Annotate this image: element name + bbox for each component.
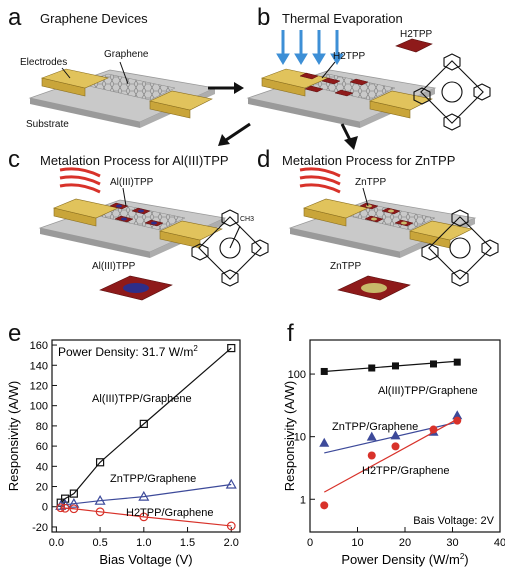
- annotation-bias-voltage: Bais Voltage: 2V: [413, 515, 494, 527]
- x-tick-label: 30: [446, 537, 458, 549]
- data-point: [368, 364, 375, 371]
- series-label: H2TPP/Graphene: [362, 465, 449, 477]
- data-point: [368, 452, 376, 460]
- x-axis-label: Power Density (W/m2): [341, 552, 468, 567]
- data-point: [453, 417, 461, 425]
- plot-frame: [310, 340, 500, 532]
- y-tick-label: 100: [288, 369, 306, 381]
- x-tick-label: 20: [399, 537, 411, 549]
- y-tick-label: 1: [300, 494, 306, 506]
- fit-line: [324, 361, 457, 371]
- y-axis-label: Responsivity (A/W): [282, 381, 297, 492]
- data-point: [430, 426, 438, 434]
- data-point: [320, 501, 328, 509]
- data-point: [430, 360, 437, 367]
- data-point: [392, 442, 400, 450]
- series-label: Al(III)TPP/Graphene: [378, 385, 478, 397]
- x-tick-label: 10: [351, 537, 363, 549]
- data-point: [392, 362, 399, 369]
- data-point: [321, 368, 328, 375]
- data-point: [454, 359, 461, 366]
- data-point: [367, 432, 377, 441]
- x-tick-label: 0: [307, 537, 313, 549]
- x-tick-label: 40: [494, 537, 505, 549]
- series-label: ZnTPP/Graphene: [332, 421, 418, 433]
- data-point: [319, 438, 329, 447]
